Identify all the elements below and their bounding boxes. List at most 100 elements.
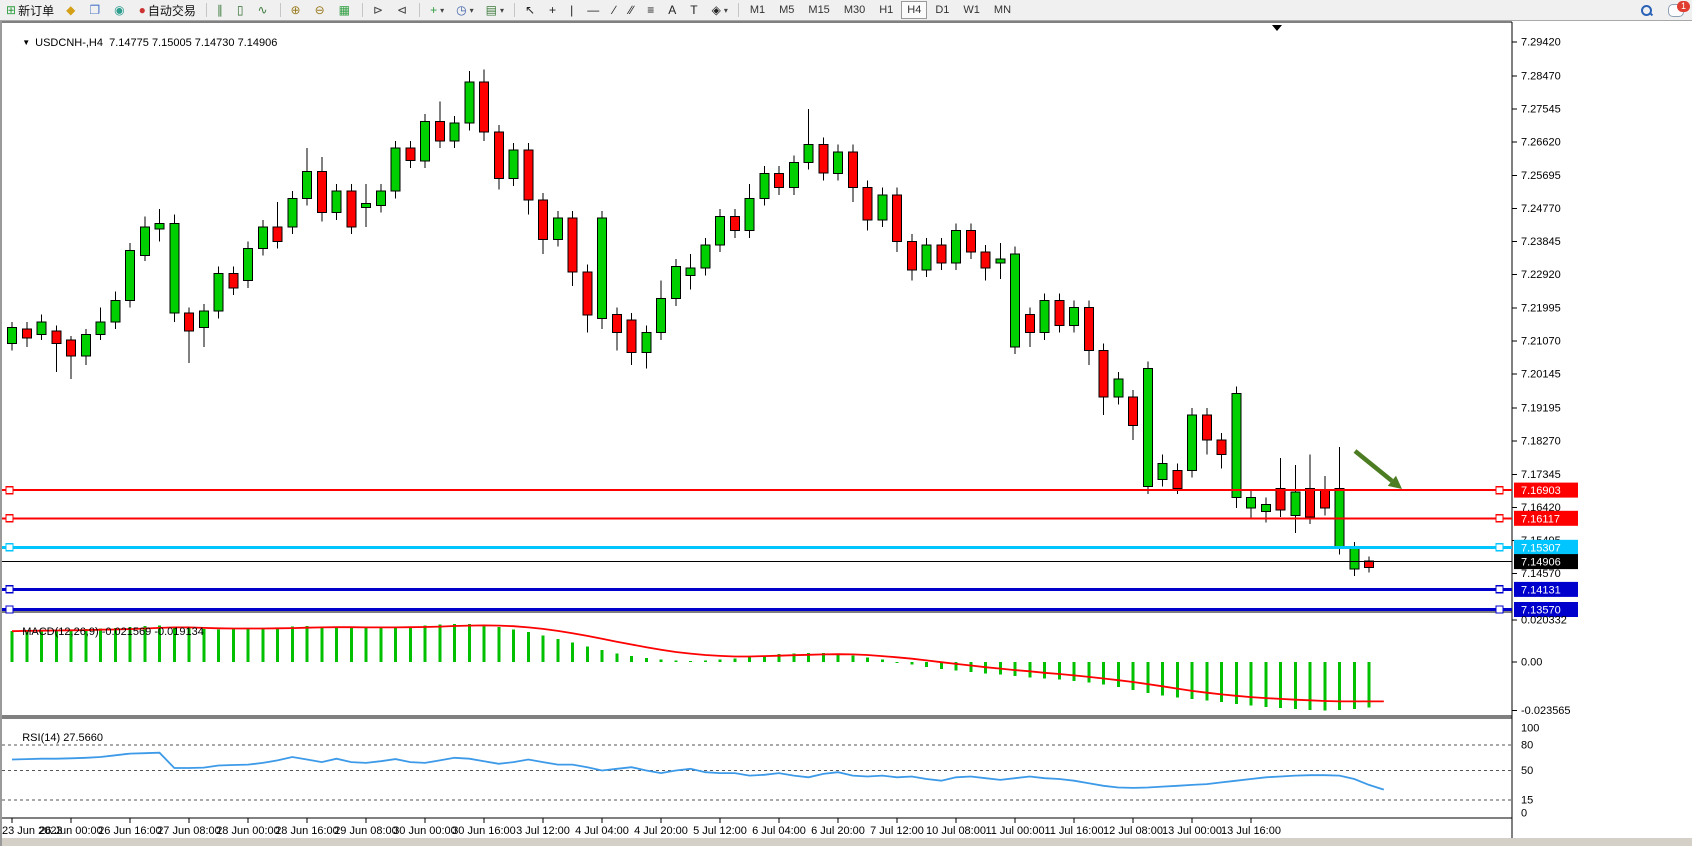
shapes-icon: ◈ (711, 3, 721, 17)
svg-text:5 Jul 12:00: 5 Jul 12:00 (693, 825, 747, 837)
svg-text:23 Jun 2023: 23 Jun 2023 (2, 825, 63, 837)
notifications-button[interactable]: 1 (1668, 0, 1690, 17)
price-axis[interactable]: 7.29420 7.28470 7.27545 7.26620 7.25695 7.247… (1512, 36, 1578, 617)
toolbar-separator (361, 3, 363, 17)
chart-shift-button[interactable]: ⊲ (392, 0, 414, 20)
zoom-in-button[interactable]: ⊕ (286, 0, 308, 20)
timeframe-h4-button[interactable]: H4 (901, 1, 928, 19)
price-badge: 7.14131 (1514, 581, 1578, 597)
search-button[interactable] (1636, 0, 1657, 20)
horizontal-line-objects[interactable] (2, 485, 1512, 614)
tile-windows-icon: ▦ (338, 3, 350, 17)
svg-text:7.22920: 7.22920 (1521, 269, 1561, 281)
toolbar-separator (419, 3, 421, 17)
line-chart-icon: ∿ (257, 3, 268, 17)
market-watch-button[interactable]: ❐ (84, 0, 107, 20)
rsi-pane: 100 80 50 150 (2, 723, 1539, 819)
price-badge: 7.15307 (1514, 539, 1578, 555)
price-badge: 7.13570 (1514, 602, 1578, 617)
bar-chart-button[interactable]: ∥ (212, 0, 230, 20)
chevron-down-icon: ▾ (469, 5, 474, 15)
crosshair-button[interactable]: + (544, 0, 563, 20)
new-order-button[interactable]: ⊞ 新订单 (1, 0, 59, 20)
crosshair-icon: + (549, 3, 557, 17)
svg-text:7.16117: 7.16117 (1521, 513, 1560, 525)
svg-text:28 Jun 00:00: 28 Jun 00:00 (216, 825, 280, 837)
svg-text:7.14570: 7.14570 (1521, 568, 1561, 580)
svg-text:7.17345: 7.17345 (1521, 469, 1561, 481)
svg-text:7.18270: 7.18270 (1521, 436, 1561, 448)
zoom-in-icon: ⊕ (290, 3, 301, 17)
svg-text:27 Jun 08:00: 27 Jun 08:00 (157, 825, 221, 837)
fibonacci-icon: ≡ (647, 3, 655, 17)
shapes-button[interactable]: ◈ ▾ (707, 0, 733, 20)
svg-text:7.20145: 7.20145 (1521, 369, 1561, 381)
new-order-icon: ⊞ (6, 3, 17, 17)
timeframe-m5-button[interactable]: M5 (779, 4, 795, 16)
svg-text:6 Jul 20:00: 6 Jul 20:00 (811, 825, 865, 837)
vertical-line-button[interactable]: | (565, 0, 580, 20)
timeframe-w1-button[interactable]: W1 (963, 4, 980, 16)
channel-icon: ∕∕ (629, 3, 634, 17)
indicators-button[interactable]: + ▾ (425, 0, 449, 20)
auto-trading-button[interactable]: ● 自动交易 (134, 0, 201, 20)
svg-text:7.13570: 7.13570 (1521, 605, 1561, 617)
timeframe-d1-button[interactable]: D1 (935, 4, 950, 16)
toolbar-separator (205, 3, 207, 17)
fibonacci-button[interactable]: ≡ (642, 0, 661, 20)
svg-text:0.00: 0.00 (1521, 657, 1542, 669)
chart-title-toggle-icon[interactable]: ▼ (22, 38, 31, 47)
auto-scroll-icon: ⊳ (372, 3, 384, 17)
zoom-out-button[interactable]: ⊖ (310, 0, 332, 20)
candlestick-button[interactable]: ▯ (232, 0, 251, 20)
horizontal-line-button[interactable]: — (582, 0, 606, 20)
svg-text:12 Jul 08:00: 12 Jul 08:00 (1103, 825, 1163, 837)
periods-button[interactable]: ◷ ▾ (451, 0, 479, 20)
chart-shift-marker[interactable] (1272, 25, 1282, 31)
svg-text:7.14131: 7.14131 (1521, 584, 1561, 596)
timeframe-m15-button[interactable]: M15 (808, 4, 830, 16)
svg-text:11 Jul 00:00: 11 Jul 00:00 (985, 825, 1044, 837)
auto-scroll-button[interactable]: ⊳ (368, 0, 390, 20)
cursor-button[interactable]: ↖ (520, 0, 542, 20)
text-button[interactable]: A (663, 0, 683, 20)
svg-text:0: 0 (1521, 807, 1527, 819)
notification-badge: 1 (1677, 0, 1690, 12)
chart-ohlc-quotes: 7.14775 7.15005 7.14730 7.14906 (109, 37, 278, 49)
tile-windows-button[interactable]: ▦ (334, 0, 357, 20)
timeframe-m1-button[interactable]: M1 (749, 4, 766, 16)
svg-text:7.15307: 7.15307 (1521, 542, 1561, 554)
timeframe-mn-button[interactable]: MN (993, 4, 1012, 16)
current-price-badge: 7.14906 (1514, 554, 1578, 570)
svg-text:50: 50 (1521, 765, 1533, 777)
svg-text:7.29420: 7.29420 (1521, 36, 1561, 48)
line-chart-button[interactable]: ∿ (252, 0, 274, 20)
svg-text:7.23845: 7.23845 (1521, 236, 1561, 248)
signals-button[interactable]: ◉ (109, 0, 131, 20)
svg-text:7.28470: 7.28470 (1521, 70, 1561, 82)
styler-button[interactable]: ◆ (61, 0, 82, 20)
timeframe-m30-button[interactable]: M30 (843, 4, 866, 16)
main-toolbar: ⊞ 新订单 ◆ ❐ ◉ ● 自动交易 ∥ ▯ ∿ ⊕ ⊖ ▦ ⊳ ⊲ + ▾ ◷ ▾ ▤ ▾ ↖ + | — ∕ ∕∕ ≡ A T ◈ ▾ M1… (0, 0, 1692, 21)
zoom-out-icon: ⊖ (314, 3, 325, 17)
toolbar-separator (513, 3, 515, 17)
text-label-button[interactable]: T (685, 0, 704, 20)
svg-text:7.16903: 7.16903 (1521, 485, 1561, 497)
timeframe-h1-button[interactable]: H1 (879, 4, 894, 16)
chart-symbol-period: USDCNH-,H4 (35, 37, 103, 49)
price-badge: 7.16117 (1514, 510, 1578, 526)
cursor-icon: ↖ (524, 3, 536, 17)
templates-button[interactable]: ▤ ▾ (481, 0, 509, 20)
toolbar-separator (737, 3, 739, 17)
chevron-down-icon: ▾ (723, 5, 728, 15)
rsi-indicator-label: RSI(14) 27.5660 (22, 732, 103, 744)
trendline-button[interactable]: ∕ (608, 0, 622, 20)
candlestick-icon: ▯ (236, 3, 244, 17)
channel-button[interactable]: ∕∕ (624, 0, 640, 20)
svg-text:80: 80 (1521, 740, 1533, 752)
annotation-arrow[interactable] (1353, 449, 1402, 489)
